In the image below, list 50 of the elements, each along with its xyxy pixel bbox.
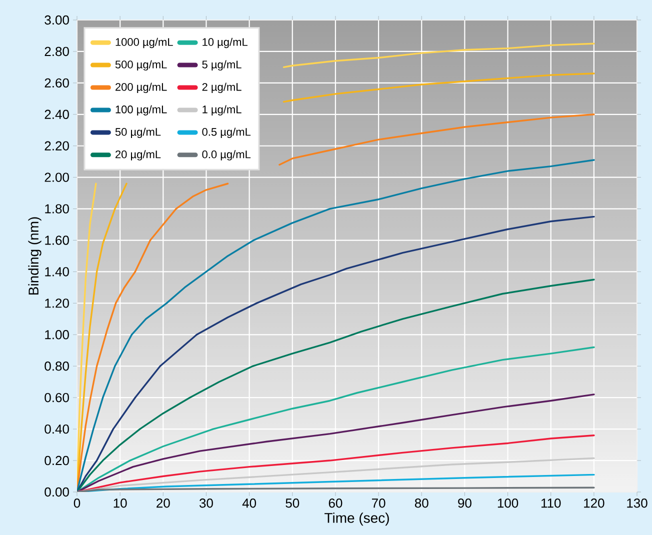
y-tick-label: 2.60 bbox=[44, 78, 69, 88]
legend-label: 1000 µg/mL bbox=[116, 38, 173, 48]
legend-label: 100 µg/mL bbox=[116, 105, 167, 116]
y-tick-label: 1.80 bbox=[45, 204, 69, 214]
y-tick-label: 3.00 bbox=[44, 15, 69, 25]
legend-label: 500 µg/mL bbox=[115, 60, 167, 71]
legend-label: 5 µg/mL bbox=[202, 60, 242, 71]
y-tick-label: 0.20 bbox=[44, 456, 69, 466]
y-tick-label: 2.20 bbox=[44, 141, 69, 150]
legend-label: 50 µg/mL bbox=[115, 128, 161, 138]
legend-label: 1 µg/mL bbox=[202, 105, 242, 116]
line-series bbox=[77, 394, 595, 492]
x-tick-label: 120 bbox=[584, 498, 604, 508]
x-tick-label: 0 bbox=[74, 498, 80, 508]
x-tick-label: 30 bbox=[200, 498, 213, 508]
x-tick-label: 20 bbox=[156, 498, 170, 508]
y-tick-label: 0.80 bbox=[44, 362, 69, 371]
x-tick-label: 50 bbox=[286, 498, 300, 508]
x-tick-label: 100 bbox=[498, 498, 518, 508]
x-tick-label: 40 bbox=[242, 498, 256, 508]
legend-label: 0.0 µg/mL bbox=[202, 150, 251, 160]
legend-label: 200 µg/mL bbox=[116, 82, 167, 94]
y-tick-label: 1.40 bbox=[45, 267, 69, 276]
line-series bbox=[77, 457, 595, 492]
x-tick-label: 70 bbox=[372, 498, 386, 508]
y-tick-label: 2.40 bbox=[44, 110, 69, 119]
x-tick-label: 60 bbox=[328, 498, 342, 508]
line-series bbox=[77, 434, 595, 492]
line-series bbox=[77, 216, 595, 492]
x-tick-label: 80 bbox=[414, 498, 428, 508]
y-tick-label: 0.60 bbox=[44, 392, 69, 402]
x-tick-label: 110 bbox=[541, 498, 561, 508]
y-tick-label: 2.00 bbox=[44, 172, 69, 182]
y-tick-label: 0.40 bbox=[44, 424, 69, 434]
y-tick-label: 1.60 bbox=[45, 236, 69, 245]
line-series bbox=[77, 278, 595, 492]
x-tick-label: 130 bbox=[627, 498, 648, 508]
legend-label: 0.5 µg/mL bbox=[202, 128, 251, 138]
x-axis-title: Time (sec) bbox=[324, 512, 389, 526]
y-tick-label: 0.00 bbox=[44, 487, 69, 497]
y-tick-label: 1.20 bbox=[45, 298, 69, 308]
line-series bbox=[77, 346, 595, 492]
y-tick-label: 2.80 bbox=[44, 46, 69, 56]
x-tick-label: 90 bbox=[458, 498, 472, 508]
y-tick-label: 1.00 bbox=[45, 330, 69, 340]
y-axis-title: Binding (nm) bbox=[28, 217, 42, 295]
legend-label: 10 µg/mL bbox=[202, 38, 248, 48]
legend-label: 20 µg/mL bbox=[116, 150, 161, 160]
x-tick-label: 10 bbox=[114, 498, 127, 508]
legend-label: 2 µg/mL bbox=[202, 82, 242, 94]
